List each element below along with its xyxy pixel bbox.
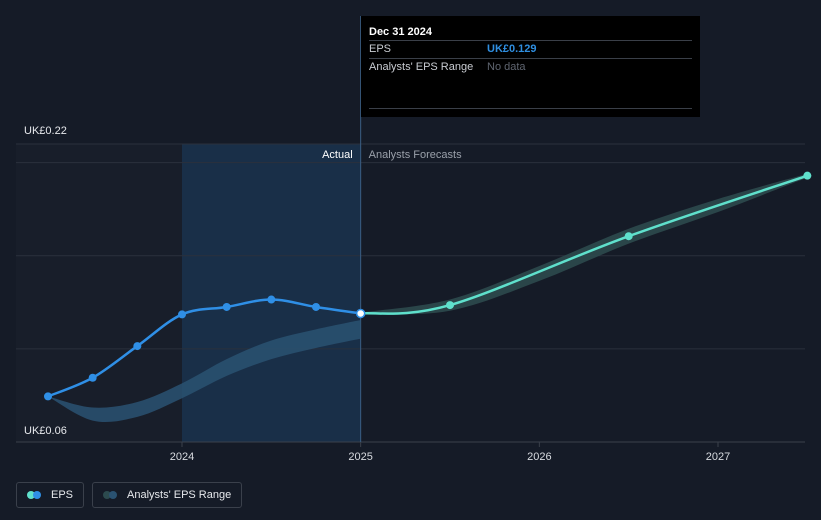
x-tick-label-2025: 2025 <box>348 451 372 463</box>
tooltip-divider <box>369 108 692 109</box>
tooltip-range-row: Analysts' EPS Range No data <box>369 58 692 76</box>
tooltip-range-value: No data <box>487 61 526 73</box>
tooltip-eps-label: EPS <box>369 43 392 55</box>
legend-range-toggle[interactable]: Analysts' EPS Range <box>92 482 243 508</box>
eps-range-band-history <box>47 320 361 422</box>
eps-points <box>43 171 812 401</box>
legend-eps-toggle[interactable]: EPS <box>16 482 85 508</box>
legend-range-label: Analysts' EPS Range <box>127 489 232 501</box>
eps-forecast-line <box>360 174 808 315</box>
x-axis-ticks: 2024 2025 2026 2027 <box>170 442 730 463</box>
eps-point-1 <box>88 373 97 382</box>
legend: EPS Analysts' EPS Range <box>16 482 243 508</box>
x-tick-label-2026: 2026 <box>527 451 551 463</box>
y-min-label: UK£0.06 <box>24 425 67 437</box>
legend-eps-label: EPS <box>51 489 74 501</box>
tooltip-range-label: Analysts' EPS Range <box>369 61 474 73</box>
forecast-region-label: Analysts Forecasts <box>369 149 462 161</box>
tooltip-eps-value: UK£0.129 <box>487 43 537 55</box>
tooltip-eps-row: EPS UK£0.129 <box>369 40 692 58</box>
eps-range-band-forecast <box>360 173 808 315</box>
eps-legend-icon <box>27 491 43 499</box>
x-tick-label-2024: 2024 <box>170 451 194 463</box>
data-tooltip: Dec 31 2024 EPS UK£0.129 Analysts' EPS R… <box>361 16 700 117</box>
forecast-point-2 <box>624 232 633 241</box>
actual-region-label: Actual <box>322 149 353 161</box>
x-tick-label-2027: 2027 <box>706 451 730 463</box>
range-legend-icon <box>103 491 119 499</box>
eps-point-3 <box>178 310 186 319</box>
forecast-point-1 <box>446 301 455 310</box>
eps-point-2 <box>133 342 142 351</box>
eps-point-4 <box>222 302 231 311</box>
y-max-label: UK£0.22 <box>24 125 67 137</box>
eps-point-6 <box>312 302 321 311</box>
eps-chart: 2024 2025 2026 2027 UK£0.22 UK£0.06 Actual … <box>16 16 812 463</box>
eps-point-0 <box>43 392 52 401</box>
highlight-region <box>182 144 361 442</box>
tooltip-date: Dec 31 2024 <box>369 26 432 38</box>
eps-point-5 <box>267 295 276 304</box>
forecast-point-3 <box>803 171 812 180</box>
eps-highlighted-point <box>355 308 366 319</box>
